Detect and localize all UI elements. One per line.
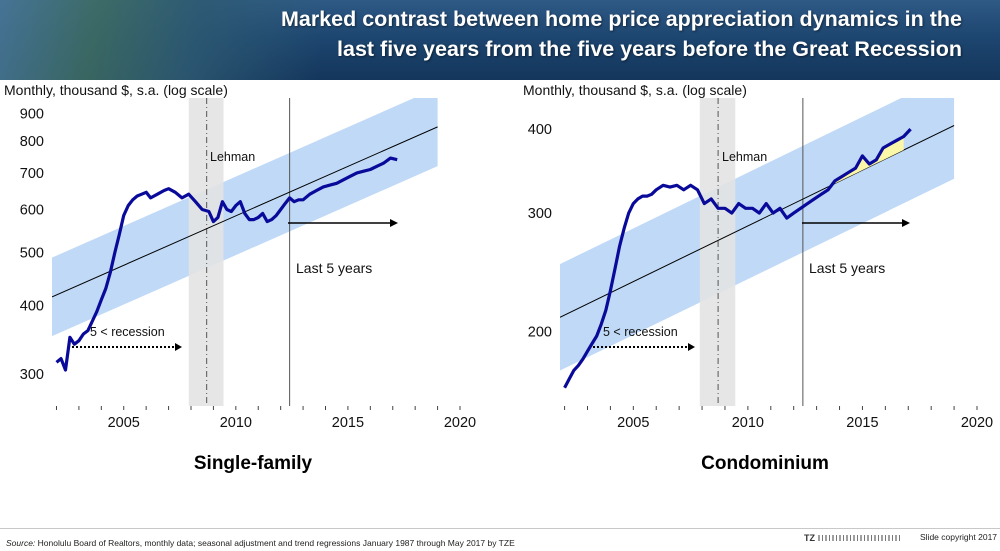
price-series-line	[55, 156, 398, 372]
single-family-chart: Monthly, thousand $, s.a. (log scale) 300…	[4, 82, 476, 474]
y-tick-label: 400	[20, 299, 44, 315]
slide-title: Marked contrast between home price appre…	[280, 7, 962, 61]
slide-header: Marked contrast between home price appre…	[0, 0, 1000, 80]
x-tick-label: 2005	[108, 415, 140, 431]
source-text: Honolulu Board of Realtors, monthly data…	[37, 538, 515, 548]
x-tick-label: 2015	[846, 415, 878, 431]
y-tick-label: 400	[528, 122, 552, 138]
last5-arrowhead	[902, 219, 910, 227]
slide-copyright: Slide copyright 2017	[920, 532, 998, 542]
price-series-line	[563, 128, 912, 389]
source-note: Source: Honolulu Board of Realtors, mont…	[6, 538, 515, 548]
logo-wordmark	[818, 535, 902, 541]
logo-text: TZ	[804, 533, 815, 543]
x-tick-label: 2010	[732, 415, 764, 431]
tze-logo: TZ	[804, 532, 914, 544]
footer-divider	[0, 528, 1000, 529]
y-tick-label: 700	[20, 166, 44, 182]
trend-band	[52, 98, 438, 337]
y-tick-label: 300	[20, 367, 44, 383]
condominium-chart: Monthly, thousand $, s.a. (log scale) 200…	[523, 82, 993, 474]
x-tick-label: 2010	[220, 415, 252, 431]
last5-label: Last 5 years	[809, 260, 885, 276]
recession-arrowhead	[688, 343, 695, 351]
recession-shading	[699, 98, 736, 406]
y-tick-label: 800	[20, 134, 44, 150]
last5-arrowhead	[390, 219, 398, 227]
last5-label: Last 5 years	[296, 260, 372, 276]
x-tick-label: 2020	[444, 415, 476, 431]
recession-label: 5 < recession	[90, 325, 165, 339]
y-tick-label: 200	[528, 325, 552, 341]
chart-caption: Single-family	[194, 453, 313, 474]
lehman-label: Lehman	[210, 150, 255, 164]
chart-caption: Condominium	[701, 453, 829, 474]
y-tick-label: 900	[20, 106, 44, 122]
plot-area	[52, 98, 438, 406]
recession-label: 5 < recession	[603, 325, 678, 339]
header-aerial-photo	[0, 0, 320, 80]
y-tick-label: 300	[528, 206, 552, 222]
x-tick-label: 2015	[332, 415, 364, 431]
y-tick-label: 500	[20, 246, 44, 262]
recession-arrowhead	[175, 343, 182, 351]
lehman-label: Lehman	[722, 150, 767, 164]
trend-line	[560, 125, 955, 318]
y-tick-label: 600	[20, 202, 44, 218]
recession-shading	[188, 98, 224, 406]
source-label: Source:	[6, 538, 36, 548]
x-tick-label: 2020	[961, 415, 993, 431]
y-axis-label: Monthly, thousand $, s.a. (log scale)	[523, 82, 747, 98]
x-tick-label: 2005	[617, 415, 649, 431]
y-axis-label: Monthly, thousand $, s.a. (log scale)	[4, 82, 228, 98]
plot-area	[560, 98, 955, 406]
